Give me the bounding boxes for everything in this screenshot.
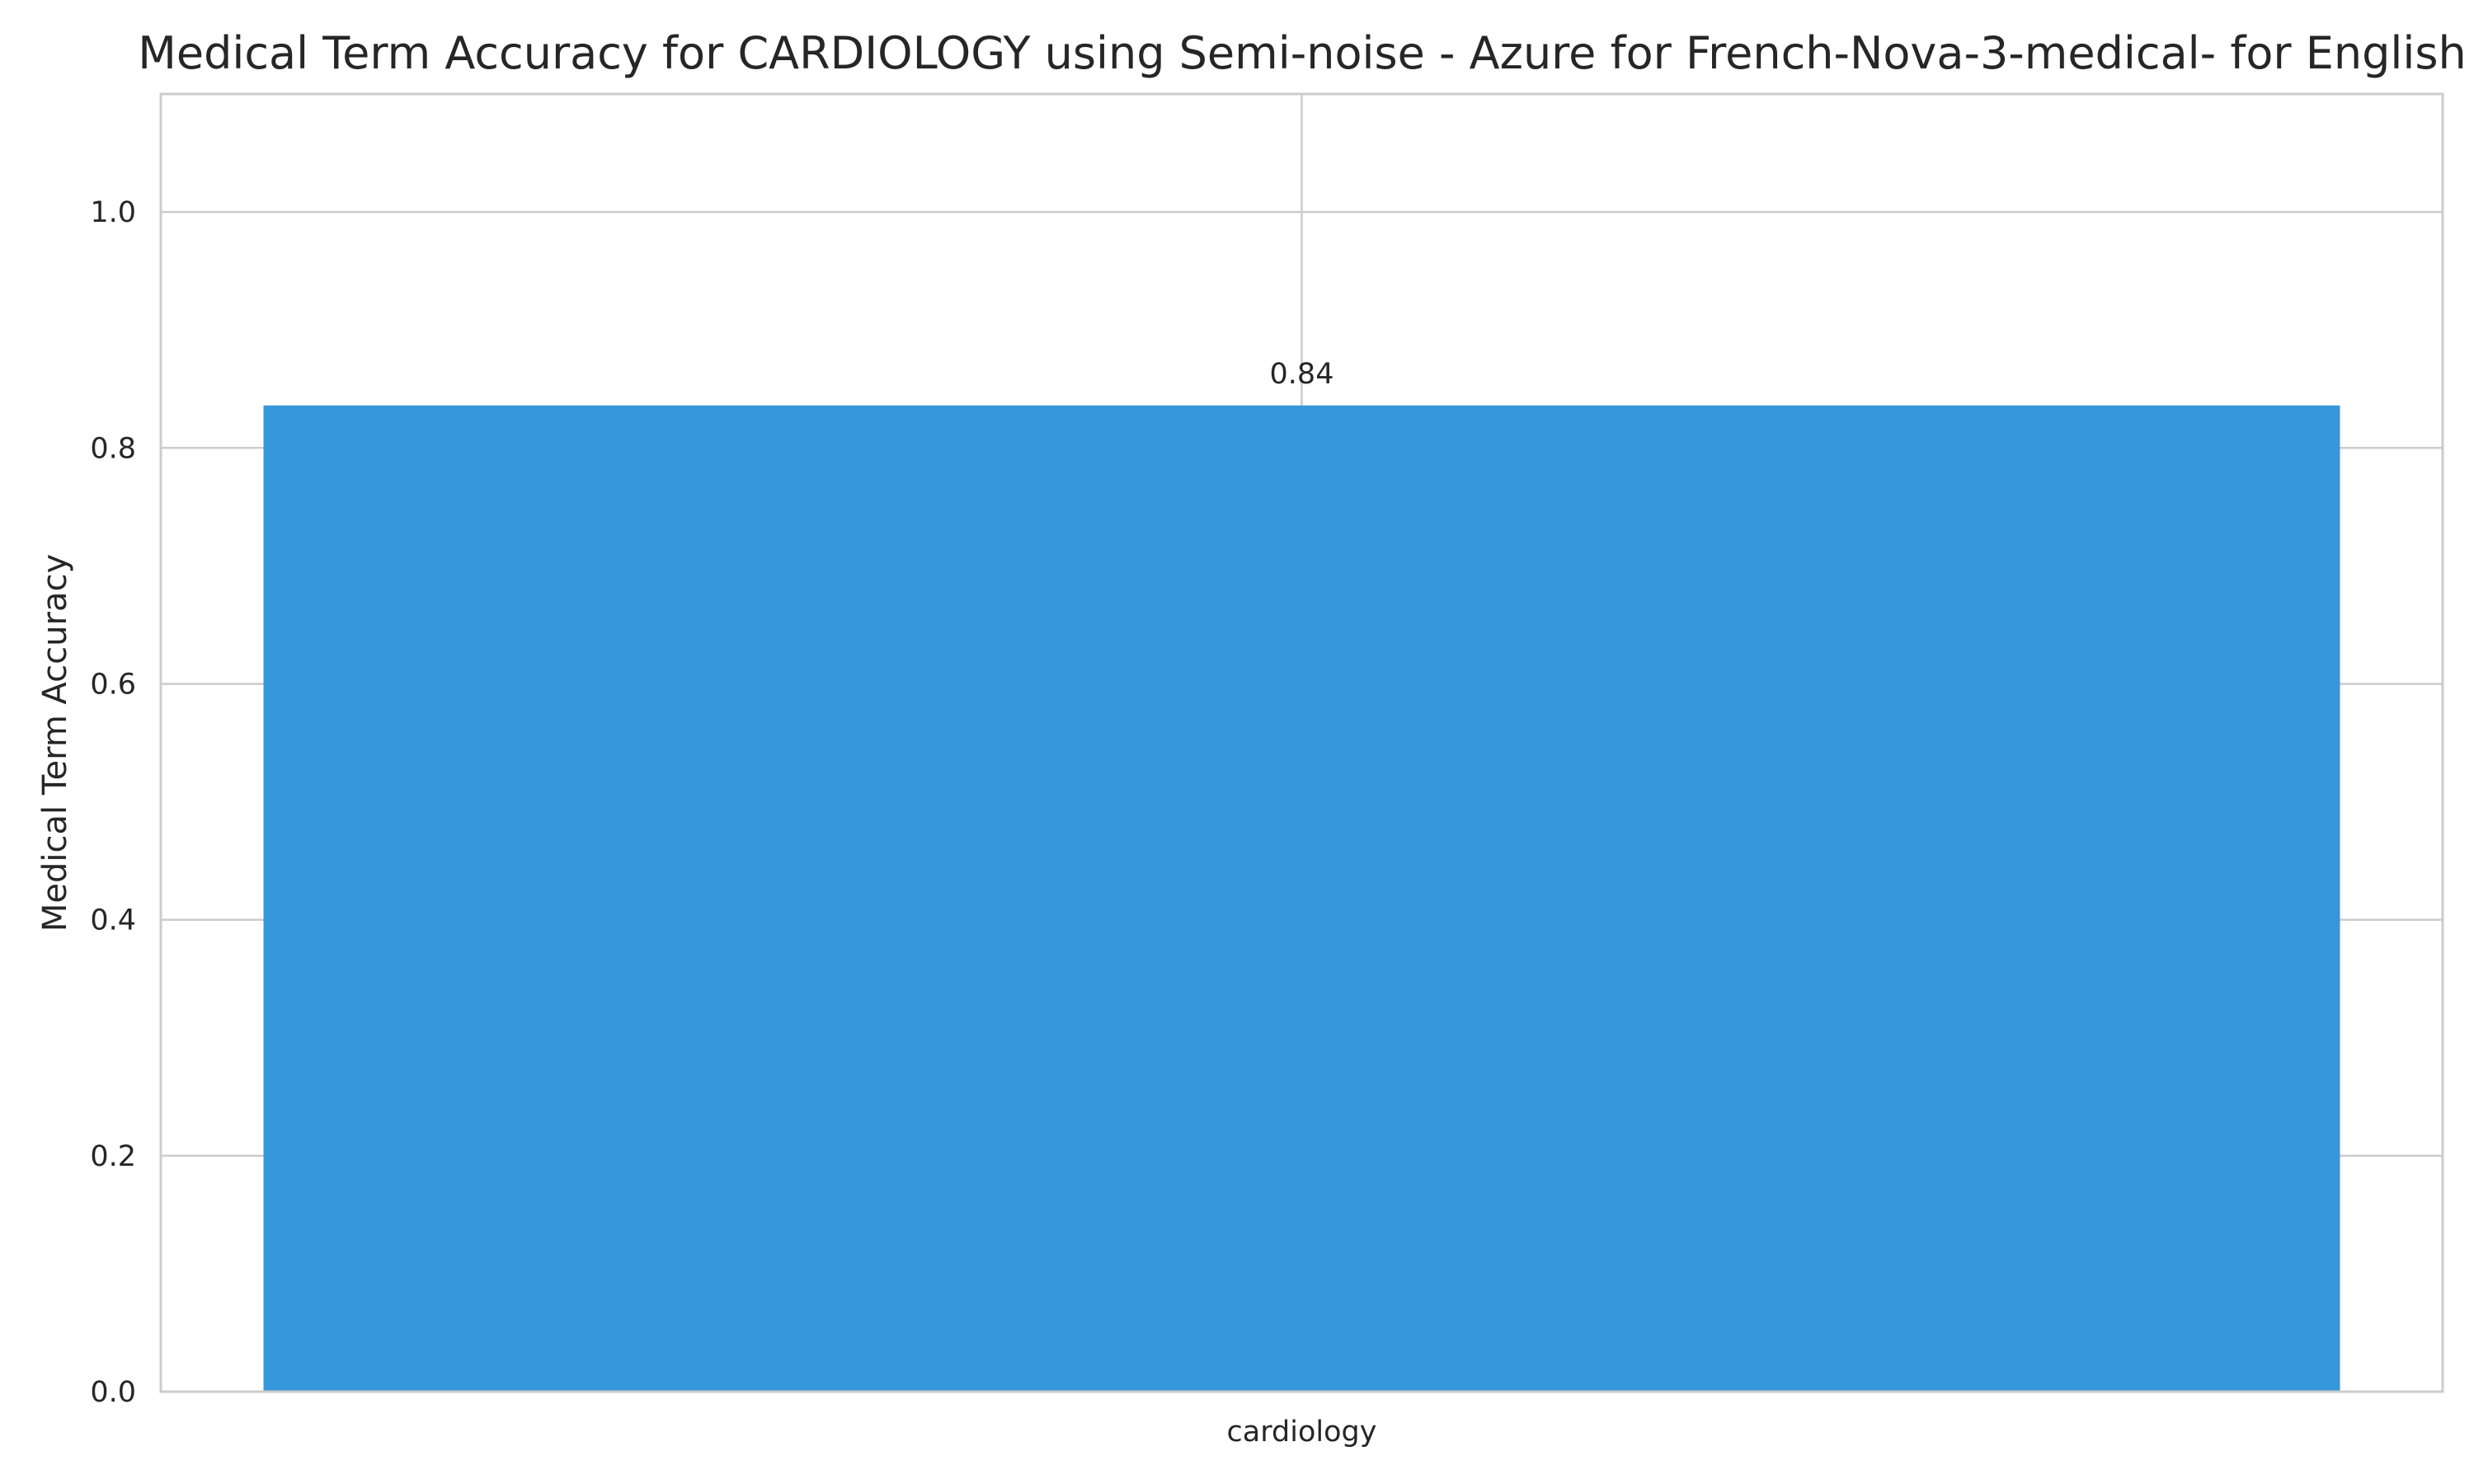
plot-frame [159,92,2444,1393]
y-tick-label: 1.0 [90,196,136,229]
y-tick-label: 0.4 [90,904,136,937]
y-tick-label: 0.8 [90,432,136,465]
chart-title: Medical Term Accuracy for CARDIOLOGY usi… [138,27,2466,79]
y-tick-label: 0.2 [90,1140,136,1173]
data-label: 0.84 [1270,358,1334,391]
x-tick-label: cardiology [1227,1416,1377,1449]
y-tick-label: 0.0 [90,1376,136,1409]
bar-cardiology [263,405,2340,1392]
data-labels: 0.84 [1270,358,1334,391]
bars [263,405,2340,1392]
y-axis-label: Medical Term Accuracy [36,554,74,932]
axis-ticks: 0.0 0.2 0.4 0.6 0.8 1.0 cardiology [90,196,1376,1449]
y-tick-label: 0.6 [90,668,136,701]
